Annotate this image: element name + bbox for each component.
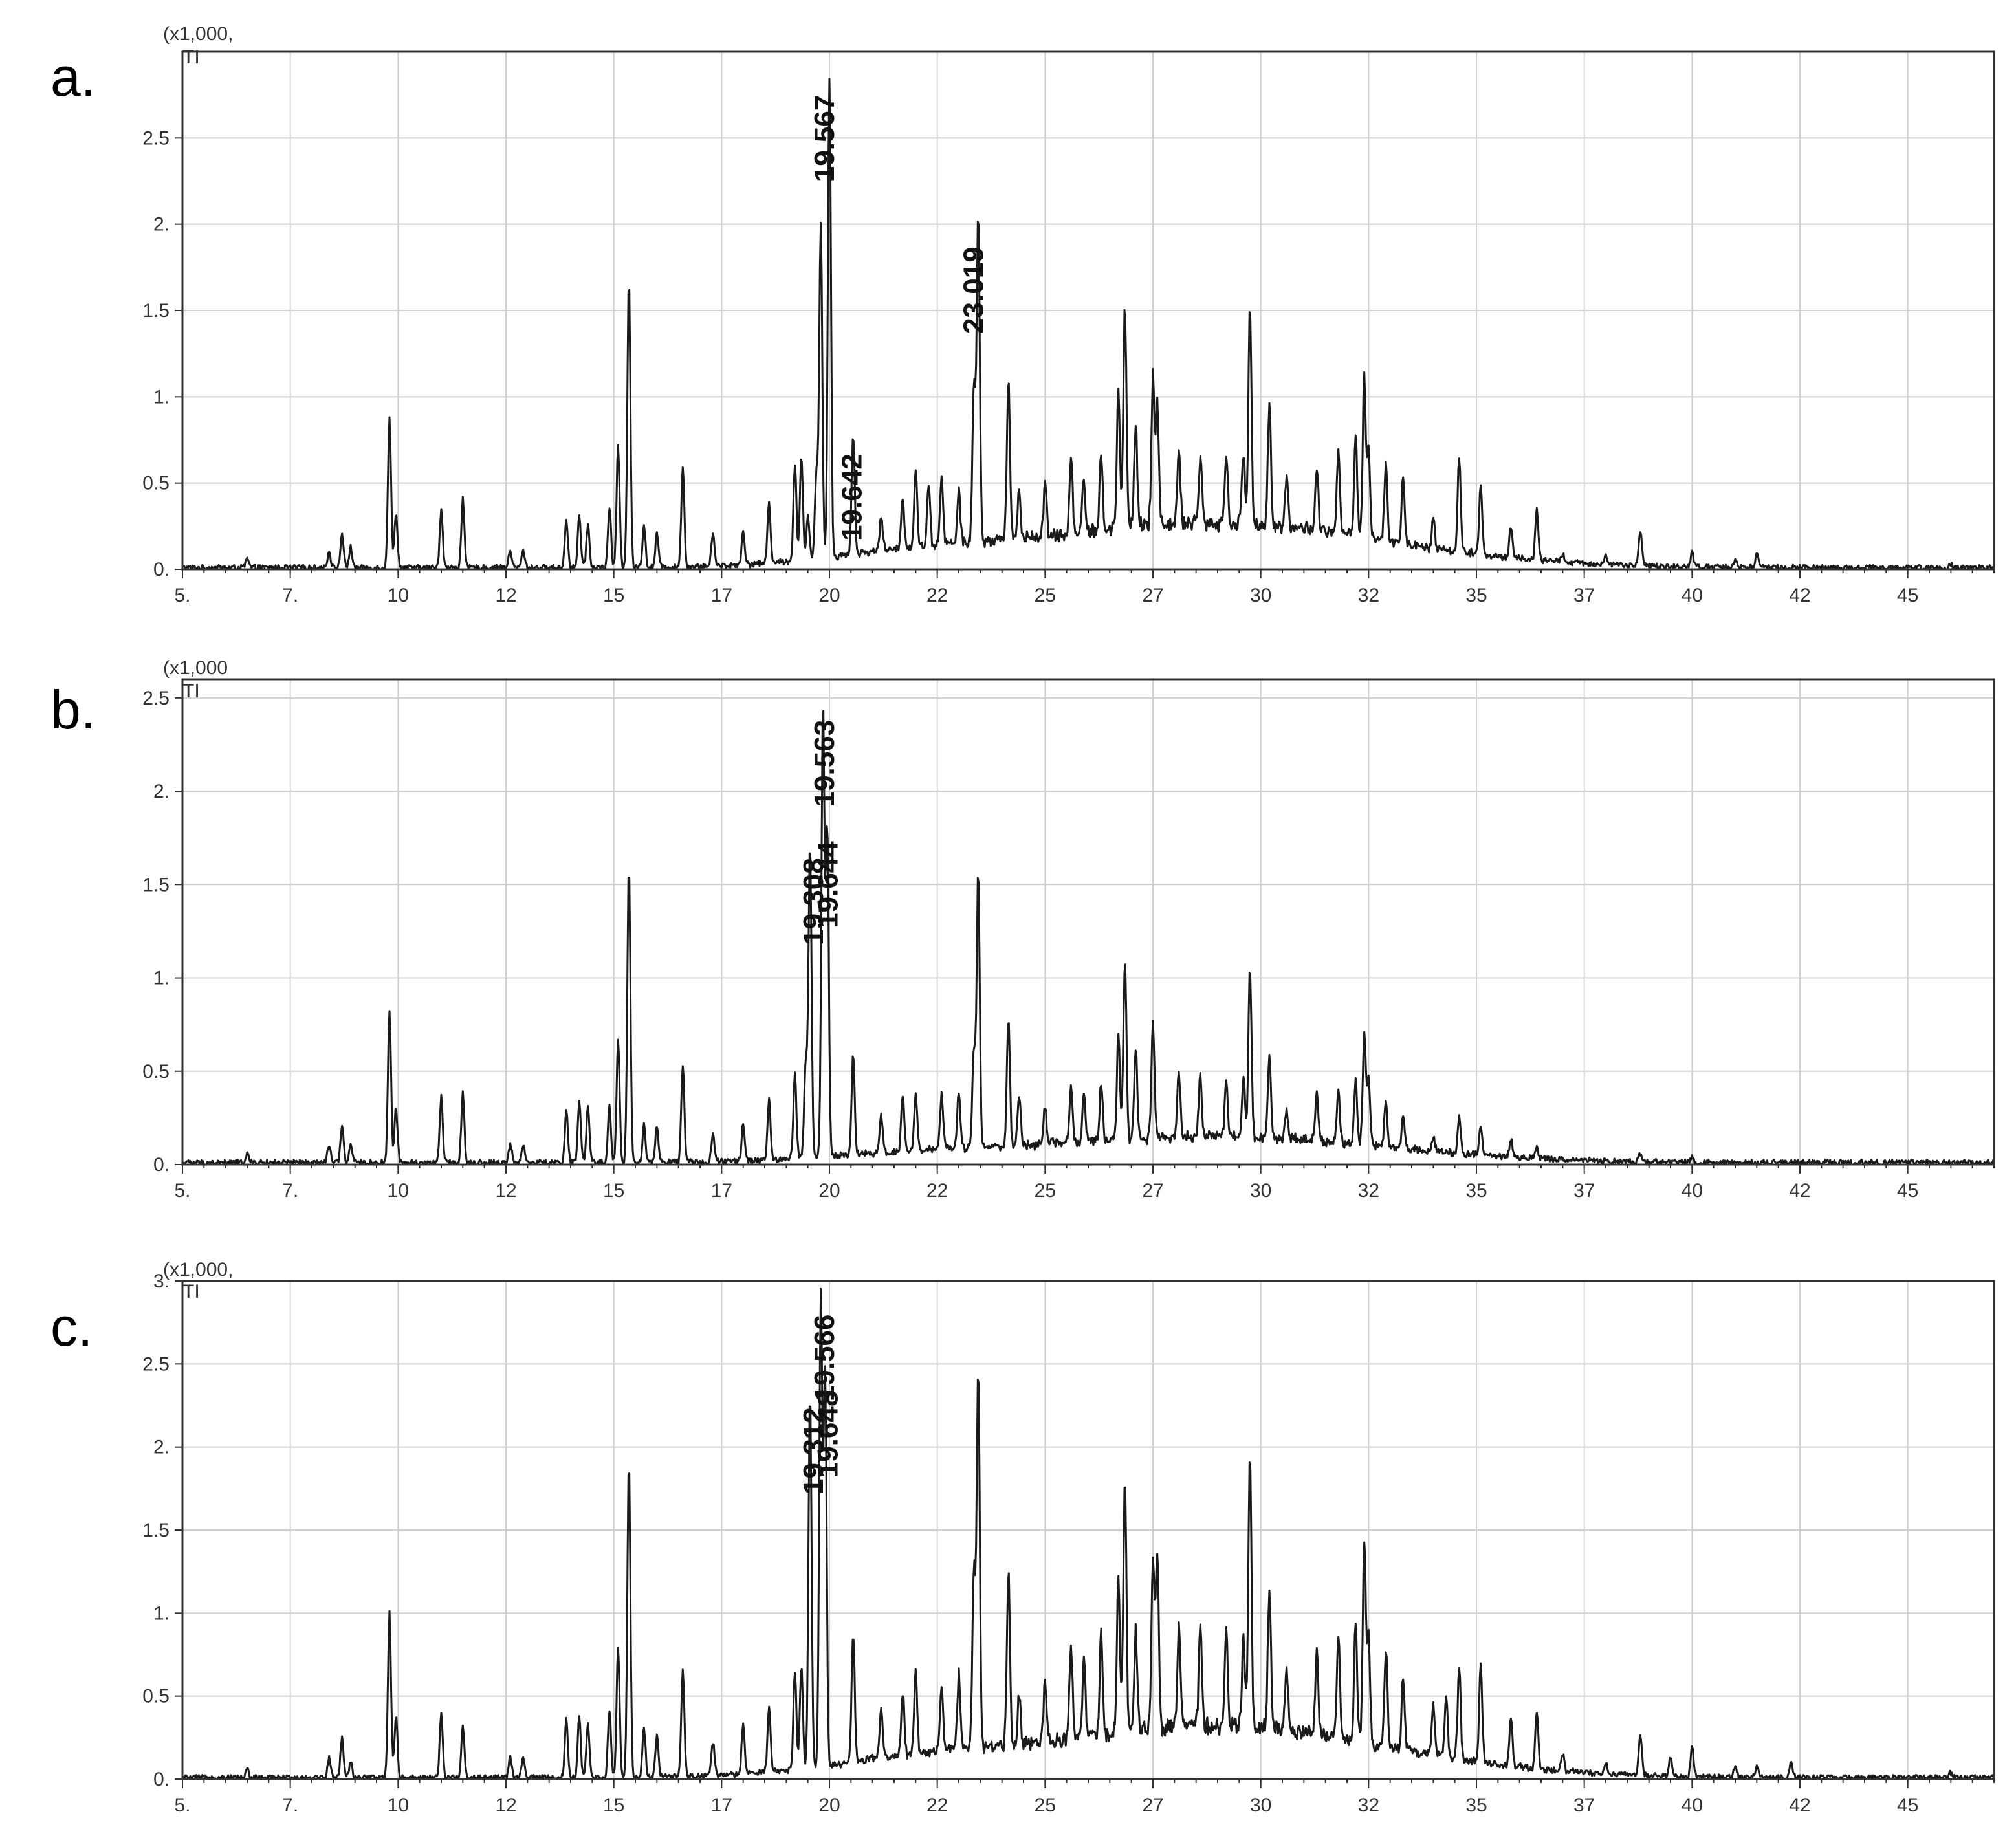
x-tick-label: 27 (1142, 1180, 1163, 1201)
y-tick-label: 2.5 (142, 688, 170, 709)
y-tick-label: 0.5 (142, 473, 170, 494)
x-tick-label: 45 (1897, 1180, 1918, 1201)
x-tick-label: 37 (1573, 1795, 1595, 1816)
x-tick-label: 12 (495, 585, 516, 606)
peak-annotation: 23.019 (958, 246, 989, 334)
x-tick-label: 27 (1142, 1795, 1163, 1816)
x-tick-label: 5. (174, 1795, 190, 1816)
chromatogram-trace (181, 1287, 1995, 1780)
x-tick-label: 32 (1358, 1180, 1379, 1201)
y-tick-label: 1. (153, 386, 170, 408)
x-tick-label: 40 (1682, 1795, 1703, 1816)
x-tick-label: 30 (1250, 585, 1271, 606)
panel-label: b. (50, 679, 96, 740)
x-tick-label: 20 (818, 1795, 840, 1816)
y-tick-label: 1. (153, 1603, 170, 1624)
x-tick-label: 10 (388, 585, 409, 606)
y-scale-label: (x1,000, (163, 1259, 233, 1280)
x-tick-label: 17 (711, 1795, 732, 1816)
signal-label: TI (182, 681, 200, 702)
x-tick-label: 35 (1465, 585, 1487, 606)
peak-annotation: 19.308 (798, 858, 829, 945)
peak-annotation: 19.642 (836, 454, 868, 541)
x-tick-label: 40 (1682, 1180, 1703, 1201)
peak-annotation: 19.312 (798, 1407, 829, 1494)
y-tick-label: 0.5 (142, 1686, 170, 1707)
y-tick-label: 0. (153, 559, 170, 580)
x-tick-label: 22 (926, 1180, 948, 1201)
signal-label: TI (182, 1281, 200, 1302)
x-tick-label: 15 (603, 585, 624, 606)
x-tick-label: 37 (1573, 1180, 1595, 1201)
x-tick-label: 25 (1035, 1180, 1056, 1201)
x-tick-label: 10 (388, 1180, 409, 1201)
x-tick-label: 10 (388, 1795, 409, 1816)
y-tick-label: 0. (153, 1769, 170, 1790)
x-tick-label: 42 (1789, 1795, 1810, 1816)
x-tick-label: 12 (495, 1795, 516, 1816)
y-tick-label: 2. (153, 214, 170, 235)
x-tick-label: 25 (1035, 1795, 1056, 1816)
x-tick-label: 30 (1250, 1180, 1271, 1201)
x-tick-label: 5. (174, 1180, 190, 1201)
x-tick-label: 22 (926, 585, 948, 606)
peak-annotation: 19.567 (809, 95, 840, 182)
x-tick-label: 45 (1897, 585, 1918, 606)
chromatogram-trace (181, 710, 1995, 1166)
x-tick-label: 32 (1358, 585, 1379, 606)
y-tick-label: 1.5 (142, 1520, 170, 1541)
x-tick-label: 40 (1682, 585, 1703, 606)
y-tick-label: 0.5 (142, 1061, 170, 1082)
x-tick-label: 7. (282, 1180, 298, 1201)
x-tick-label: 17 (711, 585, 732, 606)
peak-annotation: 19.644 (812, 841, 844, 928)
y-tick-label: 2. (153, 781, 170, 802)
y-tick-label: 0. (153, 1154, 170, 1176)
x-tick-label: 45 (1897, 1795, 1918, 1816)
x-tick-label: 32 (1358, 1795, 1379, 1816)
x-tick-label: 5. (174, 585, 190, 606)
x-tick-label: 7. (282, 585, 298, 606)
y-tick-label: 3. (153, 1271, 170, 1292)
x-tick-label: 27 (1142, 585, 1163, 606)
x-tick-label: 42 (1789, 585, 1810, 606)
chromatogram-panel-b: b. (x1,000 TI 5. 7. 10 12 15 17 20 22 25 27 30 32 35… (50, 657, 1995, 1201)
chromatogram-trace (182, 78, 1995, 571)
peak-annotation: 19.566 (809, 1315, 840, 1402)
signal-label: TI (182, 47, 200, 68)
x-tick-label: 35 (1465, 1795, 1487, 1816)
x-tick-label: 7. (282, 1795, 298, 1816)
x-tick-label: 30 (1250, 1795, 1271, 1816)
y-tick-label: 1.5 (142, 874, 170, 895)
x-tick-label: 20 (818, 1180, 840, 1201)
x-tick-label: 22 (926, 1795, 948, 1816)
x-tick-label: 17 (711, 1180, 732, 1201)
x-tick-label: 25 (1035, 585, 1056, 606)
y-scale-label: (x1,000 (163, 657, 228, 679)
peak-annotation: 19.648 (813, 1391, 844, 1478)
y-scale-label: (x1,000, (163, 23, 233, 45)
x-tick-label: 37 (1573, 585, 1595, 606)
x-tick-label: 15 (603, 1795, 624, 1816)
x-tick-label: 15 (603, 1180, 624, 1201)
chromatogram-panel-c: c. (x1,000, TI 5. 7. 10 12 15 17 20 22 25 27 30 32 3… (50, 1259, 1995, 1816)
x-tick-label: 20 (818, 585, 840, 606)
x-tick-label: 12 (495, 1180, 516, 1201)
x-tick-label: 42 (1789, 1180, 1810, 1201)
peak-annotation: 19.563 (809, 720, 840, 807)
y-tick-label: 2. (153, 1437, 170, 1458)
y-tick-label: 2.5 (142, 1353, 170, 1375)
y-tick-label: 1. (153, 968, 170, 989)
chromatogram-panel-a: a. (x1,000, TI 5. 7. 10 12 15 17 20 22 25 27 30 32 3… (50, 23, 1995, 606)
y-tick-label: 2.5 (142, 127, 170, 149)
y-tick-label: 1.5 (142, 300, 170, 322)
x-tick-label: 35 (1465, 1180, 1487, 1201)
panel-label: c. (50, 1296, 93, 1357)
panel-label: a. (50, 47, 96, 107)
